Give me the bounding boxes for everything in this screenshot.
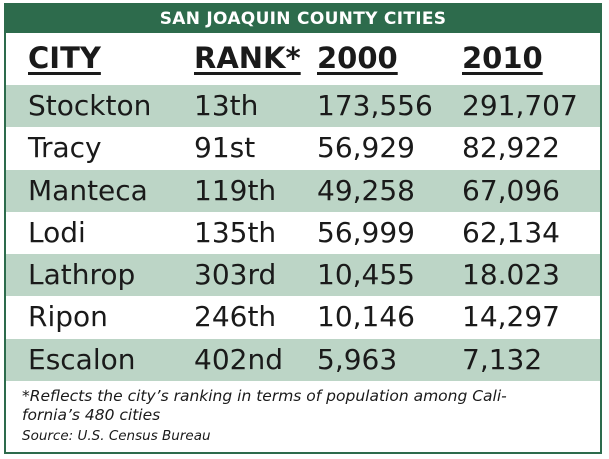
table-title: SAN JOAQUIN COUNTY CITIES bbox=[6, 5, 600, 33]
cell-rank: 303rd bbox=[194, 258, 277, 292]
header-2000: 2000 bbox=[317, 41, 398, 75]
table-row: Lodi 135th 56,999 62,134 bbox=[6, 212, 600, 254]
cell-city: Ripon bbox=[28, 300, 108, 334]
cell-city: Tracy bbox=[28, 131, 102, 165]
cell-rank: 402nd bbox=[194, 342, 283, 376]
header-row: CITY RANK* 2000 2010 bbox=[6, 41, 600, 81]
table-body: Stockton 13th 173,556 291,707 Tracy 91st… bbox=[6, 85, 600, 382]
table-row: Stockton 13th 173,556 291,707 bbox=[6, 85, 600, 128]
cell-pop-2010: 291,707 bbox=[462, 89, 578, 122]
cell-pop-2000: 56,929 bbox=[317, 131, 415, 165]
cell-pop-2000: 10,455 bbox=[317, 258, 415, 292]
cell-rank: 91st bbox=[194, 131, 256, 165]
footnote-line: *Reflects the city’s ranking in terms of… bbox=[22, 387, 507, 405]
cell-pop-2010: 67,096 bbox=[462, 173, 560, 207]
cell-pop-2010: 18.023 bbox=[462, 258, 560, 292]
table-row: Escalon 402nd 5,963 7,132 bbox=[6, 338, 600, 382]
cell-pop-2000: 49,258 bbox=[317, 173, 415, 207]
cell-pop-2000: 173,556 bbox=[317, 89, 433, 122]
cell-rank: 13th bbox=[194, 89, 259, 122]
footnote-line: fornia’s 480 cities bbox=[22, 406, 161, 424]
cell-pop-2010: 62,134 bbox=[462, 215, 560, 249]
cell-rank: 119th bbox=[194, 173, 277, 207]
cell-city: Manteca bbox=[28, 173, 148, 207]
table-row: Ripon 246th 10,146 14,297 bbox=[6, 296, 600, 338]
cell-pop-2000: 10,146 bbox=[317, 300, 415, 334]
cell-city: Stockton bbox=[28, 89, 152, 122]
table-frame: SAN JOAQUIN COUNTY CITIES CITY RANK* 200… bbox=[4, 3, 602, 454]
cell-city: Lathrop bbox=[28, 258, 136, 292]
table-row: Manteca 119th 49,258 67,096 bbox=[6, 169, 600, 212]
cell-rank: 246th bbox=[194, 300, 277, 334]
cell-pop-2010: 14,297 bbox=[462, 300, 560, 334]
header-rank: RANK* bbox=[194, 41, 301, 75]
footnote: *Reflects the city’s ranking in terms of… bbox=[22, 387, 592, 425]
header-2010: 2010 bbox=[462, 41, 543, 75]
table-row: Tracy 91st 56,929 82,922 bbox=[6, 127, 600, 169]
cell-pop-2000: 5,963 bbox=[317, 342, 398, 376]
table-row: Lathrop 303rd 10,455 18.023 bbox=[6, 254, 600, 297]
cell-pop-2010: 7,132 bbox=[462, 342, 543, 376]
source-note: Source: U.S. Census Bureau bbox=[22, 428, 211, 444]
cell-rank: 135th bbox=[194, 215, 277, 249]
header-city: CITY bbox=[28, 41, 101, 75]
cell-city: Escalon bbox=[28, 342, 136, 376]
cell-pop-2000: 56,999 bbox=[317, 215, 415, 249]
cell-city: Lodi bbox=[28, 215, 86, 249]
cell-pop-2010: 82,922 bbox=[462, 131, 560, 165]
